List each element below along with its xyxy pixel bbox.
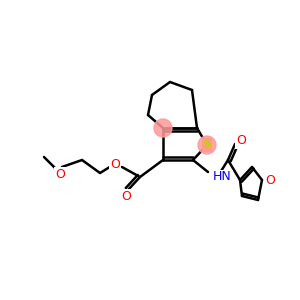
Circle shape [154, 119, 172, 137]
Text: O: O [236, 134, 246, 148]
Text: S: S [202, 139, 211, 152]
Text: O: O [55, 167, 65, 181]
Text: O: O [121, 190, 131, 202]
Text: HN: HN [213, 170, 232, 184]
Circle shape [198, 136, 216, 154]
Text: O: O [265, 173, 275, 187]
Text: O: O [110, 158, 120, 172]
